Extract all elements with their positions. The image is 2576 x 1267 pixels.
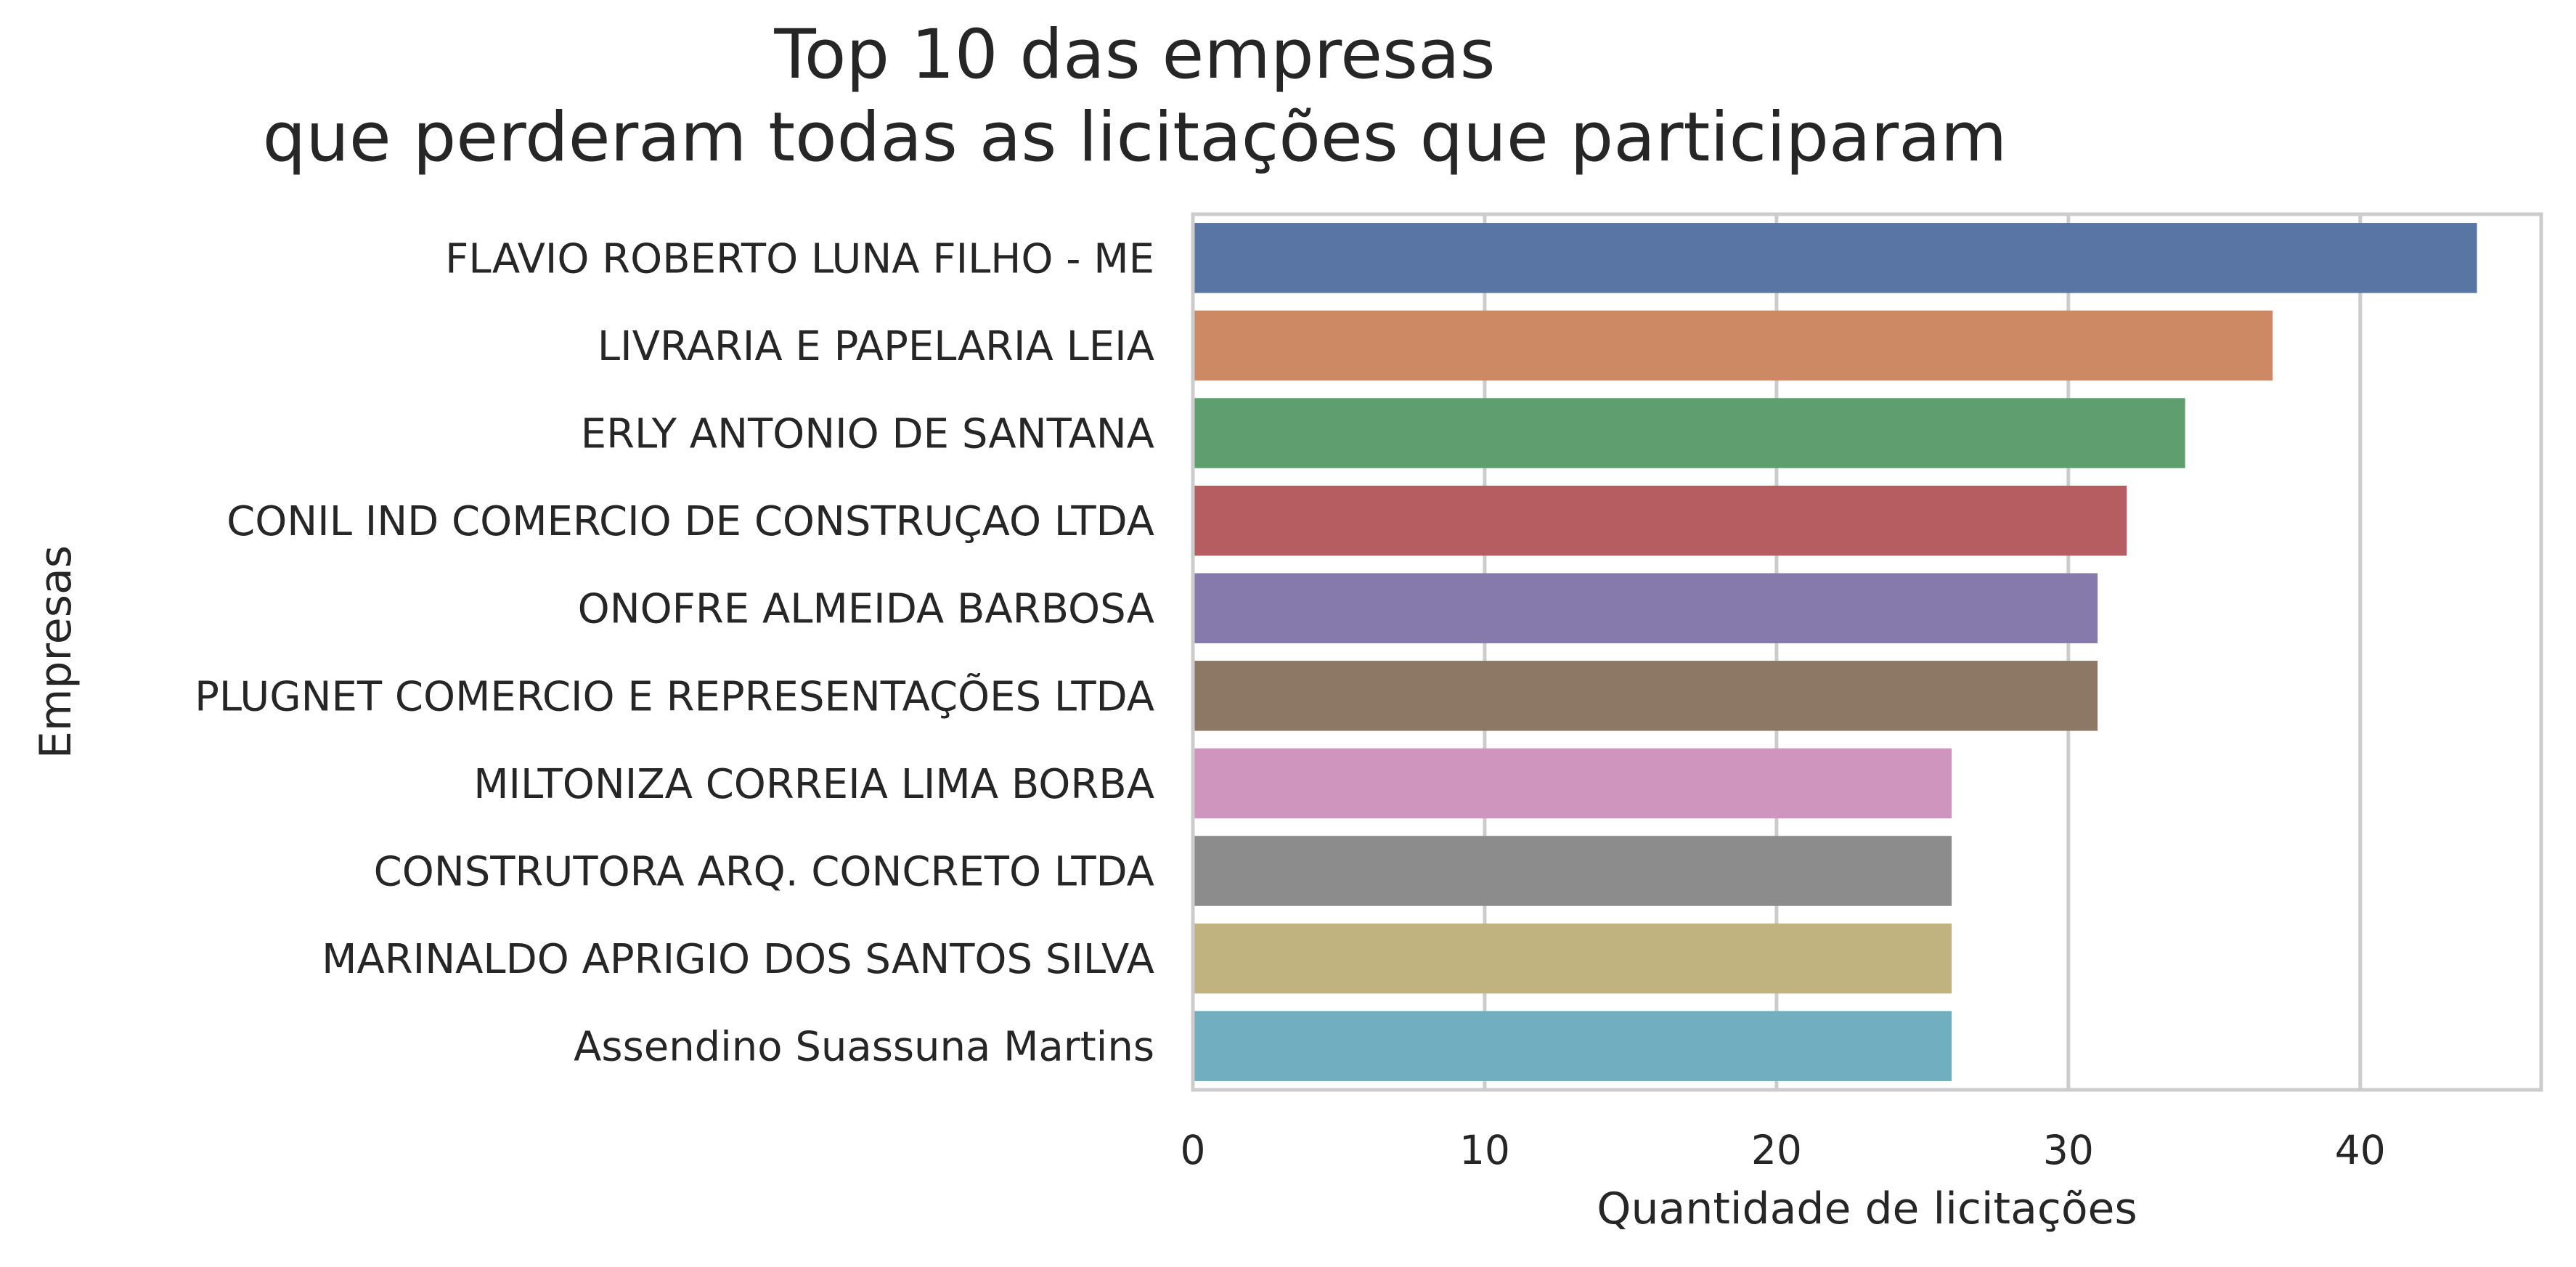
y-tick-labels: FLAVIO ROBERTO LUNA FILHO - ME LIVRARIA E… bbox=[195, 235, 1154, 1070]
y-tick-label: CONIL IND COMERCIO DE CONSTRUÇAO LTDA bbox=[227, 498, 1154, 545]
x-tick-label: 40 bbox=[2335, 1127, 2386, 1173]
y-axis-label: Empresas bbox=[30, 545, 81, 759]
y-tick-label: PLUGNET COMERCIO E REPRESENTAÇÕES LTDA bbox=[195, 673, 1154, 720]
bar bbox=[1193, 398, 2185, 468]
bar bbox=[1193, 485, 2127, 556]
bar bbox=[1193, 661, 2098, 731]
bar bbox=[1193, 573, 2098, 643]
plot-frame bbox=[1191, 212, 2543, 1092]
y-tick-label: FLAVIO ROBERTO LUNA FILHO - ME bbox=[445, 235, 1154, 282]
x-tick-labels: 0 10 20 30 40 bbox=[1181, 1127, 2386, 1173]
x-axis-label: Quantidade de licitações bbox=[1597, 1184, 2137, 1234]
y-tick-label: Assendino Suassuna Martins bbox=[574, 1024, 1154, 1071]
bar bbox=[1193, 923, 1952, 994]
bar bbox=[1193, 836, 1952, 906]
y-tick-label: CONSTRUTORA ARQ. CONCRETO LTDA bbox=[374, 849, 1154, 896]
x-tick-label: 20 bbox=[1751, 1127, 1802, 1173]
y-tick-label: LIVRARIA E PAPELARIA LEIA bbox=[598, 323, 1154, 370]
bar bbox=[1193, 748, 1952, 819]
y-tick-label: ERLY ANTONIO DE SANTANA bbox=[581, 411, 1154, 458]
bar bbox=[1193, 1011, 1952, 1081]
bars bbox=[1193, 223, 2477, 1081]
x-tick-label: 30 bbox=[2043, 1127, 2094, 1173]
y-tick-label: MILTONIZA CORREIA LIMA BORBA bbox=[473, 761, 1154, 808]
y-tick-label: ONOFRE ALMEIDA BARBOSA bbox=[578, 586, 1154, 633]
x-tick-label: 10 bbox=[1459, 1127, 1510, 1173]
chart-title-line: que perderam todas as licitações que par… bbox=[263, 98, 2008, 177]
x-tick-label: 0 bbox=[1181, 1127, 1206, 1173]
bar bbox=[1193, 223, 2477, 293]
bar bbox=[1193, 310, 2273, 381]
chart-title-line: Top 10 das empresas bbox=[773, 15, 1495, 94]
y-tick-label: MARINALDO APRIGIO DOS SANTOS SILVA bbox=[322, 936, 1154, 983]
